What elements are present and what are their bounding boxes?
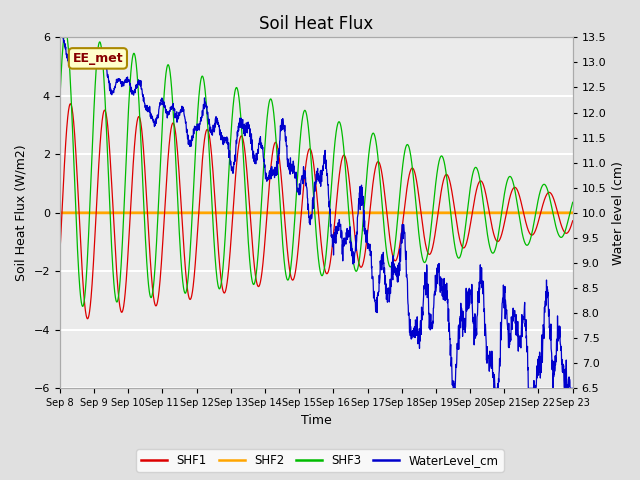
X-axis label: Time: Time (301, 414, 332, 427)
Y-axis label: Water level (cm): Water level (cm) (612, 161, 625, 265)
Y-axis label: Soil Heat Flux (W/m2): Soil Heat Flux (W/m2) (15, 144, 28, 281)
Title: Soil Heat Flux: Soil Heat Flux (259, 15, 373, 33)
Text: EE_met: EE_met (72, 52, 124, 65)
Legend: SHF1, SHF2, SHF3, WaterLevel_cm: SHF1, SHF2, SHF3, WaterLevel_cm (136, 449, 504, 472)
